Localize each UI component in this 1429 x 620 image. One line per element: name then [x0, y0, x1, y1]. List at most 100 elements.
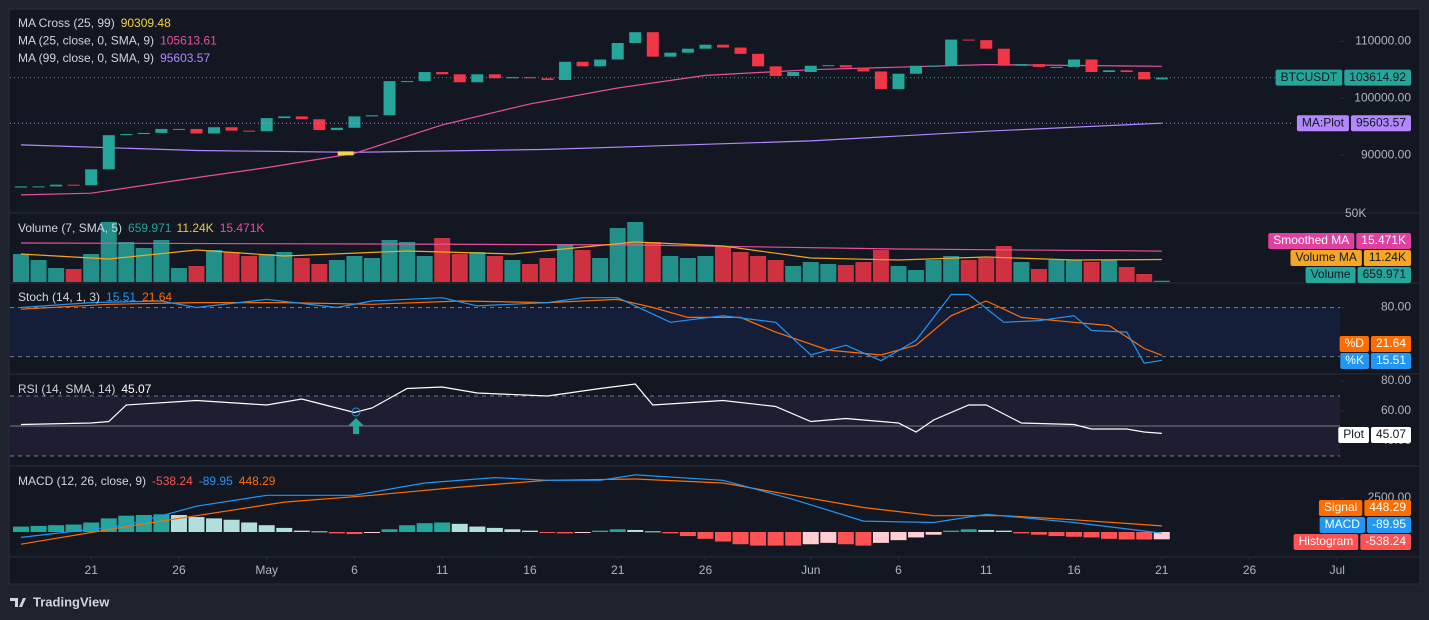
histogram-bar — [908, 531, 925, 538]
volume-bar — [153, 240, 170, 282]
x-tick-label: May — [255, 563, 278, 577]
price-tag: Volume MA 11.24K — [1290, 250, 1411, 266]
price-tag: Signal 448.29 — [1318, 500, 1411, 516]
histogram-bar — [223, 519, 240, 532]
tag-label-bg — [1338, 427, 1369, 443]
histogram-bar — [1118, 531, 1135, 540]
candle — [401, 81, 414, 83]
x-tick-label: 26 — [1243, 563, 1257, 577]
legend-value: 11.24K — [177, 221, 214, 235]
candle — [418, 72, 431, 82]
histogram-bar — [679, 531, 696, 537]
volume-bar — [872, 250, 889, 282]
candle — [67, 184, 80, 186]
volume-bar — [206, 250, 223, 282]
candle — [190, 128, 203, 134]
histogram-bar — [960, 529, 977, 532]
legend-label: MACD (12, 26, close, 9) — [18, 474, 146, 488]
candle — [471, 74, 484, 83]
tag-label-bg — [1319, 517, 1365, 533]
histogram-bar — [469, 526, 486, 532]
logo-text: TradingView — [33, 594, 110, 609]
histogram-bar — [13, 526, 29, 532]
histogram-bar — [381, 529, 398, 532]
y-tick-label: 50K — [1345, 206, 1366, 220]
volume-bar — [381, 240, 398, 282]
legend-value: 95603.57 — [160, 51, 210, 65]
candle — [997, 48, 1010, 66]
x-tick-label: 16 — [1067, 563, 1081, 577]
volume-bar — [1101, 260, 1118, 282]
indicator-line — [20, 122, 1162, 153]
x-tick-label: 26 — [172, 563, 186, 577]
histogram-bar — [65, 524, 82, 532]
candle — [120, 134, 133, 136]
volume-bar — [399, 242, 416, 282]
volume-bar — [960, 260, 977, 282]
tag-value-bg — [1364, 500, 1411, 516]
volume-bar — [715, 246, 731, 282]
legend-value: 21.64 — [142, 290, 172, 304]
volume-bar — [1118, 267, 1135, 282]
tag-value-bg — [1370, 336, 1411, 352]
tag-value-bg — [1366, 517, 1411, 533]
histogram-bar — [206, 518, 223, 532]
candle — [1032, 64, 1045, 67]
candle — [330, 127, 343, 131]
tag-value-bg — [1357, 267, 1411, 283]
histogram-bar — [311, 531, 328, 533]
histogram-bar — [978, 529, 995, 532]
tag-value: 448.29 — [1369, 500, 1406, 514]
tag-value: -89.95 — [1372, 517, 1406, 531]
x-tick-label: 26 — [699, 563, 713, 577]
candle — [260, 118, 273, 132]
legend-label: MA (25, close, 0, SMA, 9) — [18, 34, 154, 48]
candle — [822, 65, 835, 67]
histogram-bar — [802, 531, 819, 545]
volume-bar — [557, 244, 574, 282]
histogram-bar — [1083, 531, 1100, 538]
candle — [243, 130, 256, 132]
x-tick-label: 11 — [436, 563, 449, 577]
tag-label-bg — [1293, 534, 1359, 550]
indicator-line — [20, 474, 1162, 538]
logo-icon — [10, 598, 26, 607]
candle — [137, 132, 150, 135]
candle — [629, 32, 642, 44]
histogram-bar — [451, 523, 468, 532]
volume-bar — [486, 256, 503, 282]
tag-value-bg — [1350, 115, 1411, 132]
x-tick-label: 16 — [523, 563, 537, 577]
legend-label: RSI (14, SMA, 14) — [18, 382, 115, 396]
tag-value-bg — [1363, 250, 1411, 266]
candle — [717, 44, 729, 48]
histogram-bar — [855, 531, 872, 546]
candle — [594, 59, 607, 67]
candle — [699, 44, 712, 49]
candle — [910, 65, 923, 74]
histogram-bar — [346, 531, 363, 535]
volume-bar — [504, 260, 521, 282]
tag-label: BTCUSDT — [1281, 70, 1338, 84]
histogram-bar — [890, 531, 907, 541]
candle — [1120, 70, 1133, 73]
histogram-bar — [925, 531, 942, 535]
volume-bar — [732, 252, 749, 282]
volume-bar — [837, 265, 854, 282]
candle — [857, 67, 870, 72]
histogram-bar — [732, 531, 749, 545]
histogram-bar — [521, 530, 538, 532]
volume-bar — [855, 262, 872, 282]
candle — [225, 127, 238, 131]
tag-value: 15.51 — [1376, 353, 1406, 367]
tag-value-bg — [1344, 69, 1411, 86]
candle — [541, 78, 554, 80]
histogram-bar — [557, 531, 574, 534]
tag-label: MA:Plot — [1302, 115, 1345, 129]
volume-bar — [995, 246, 1012, 282]
volume-bar — [170, 268, 187, 282]
volume-bar — [30, 260, 47, 282]
volume-bar — [943, 256, 960, 282]
candle — [155, 128, 168, 133]
